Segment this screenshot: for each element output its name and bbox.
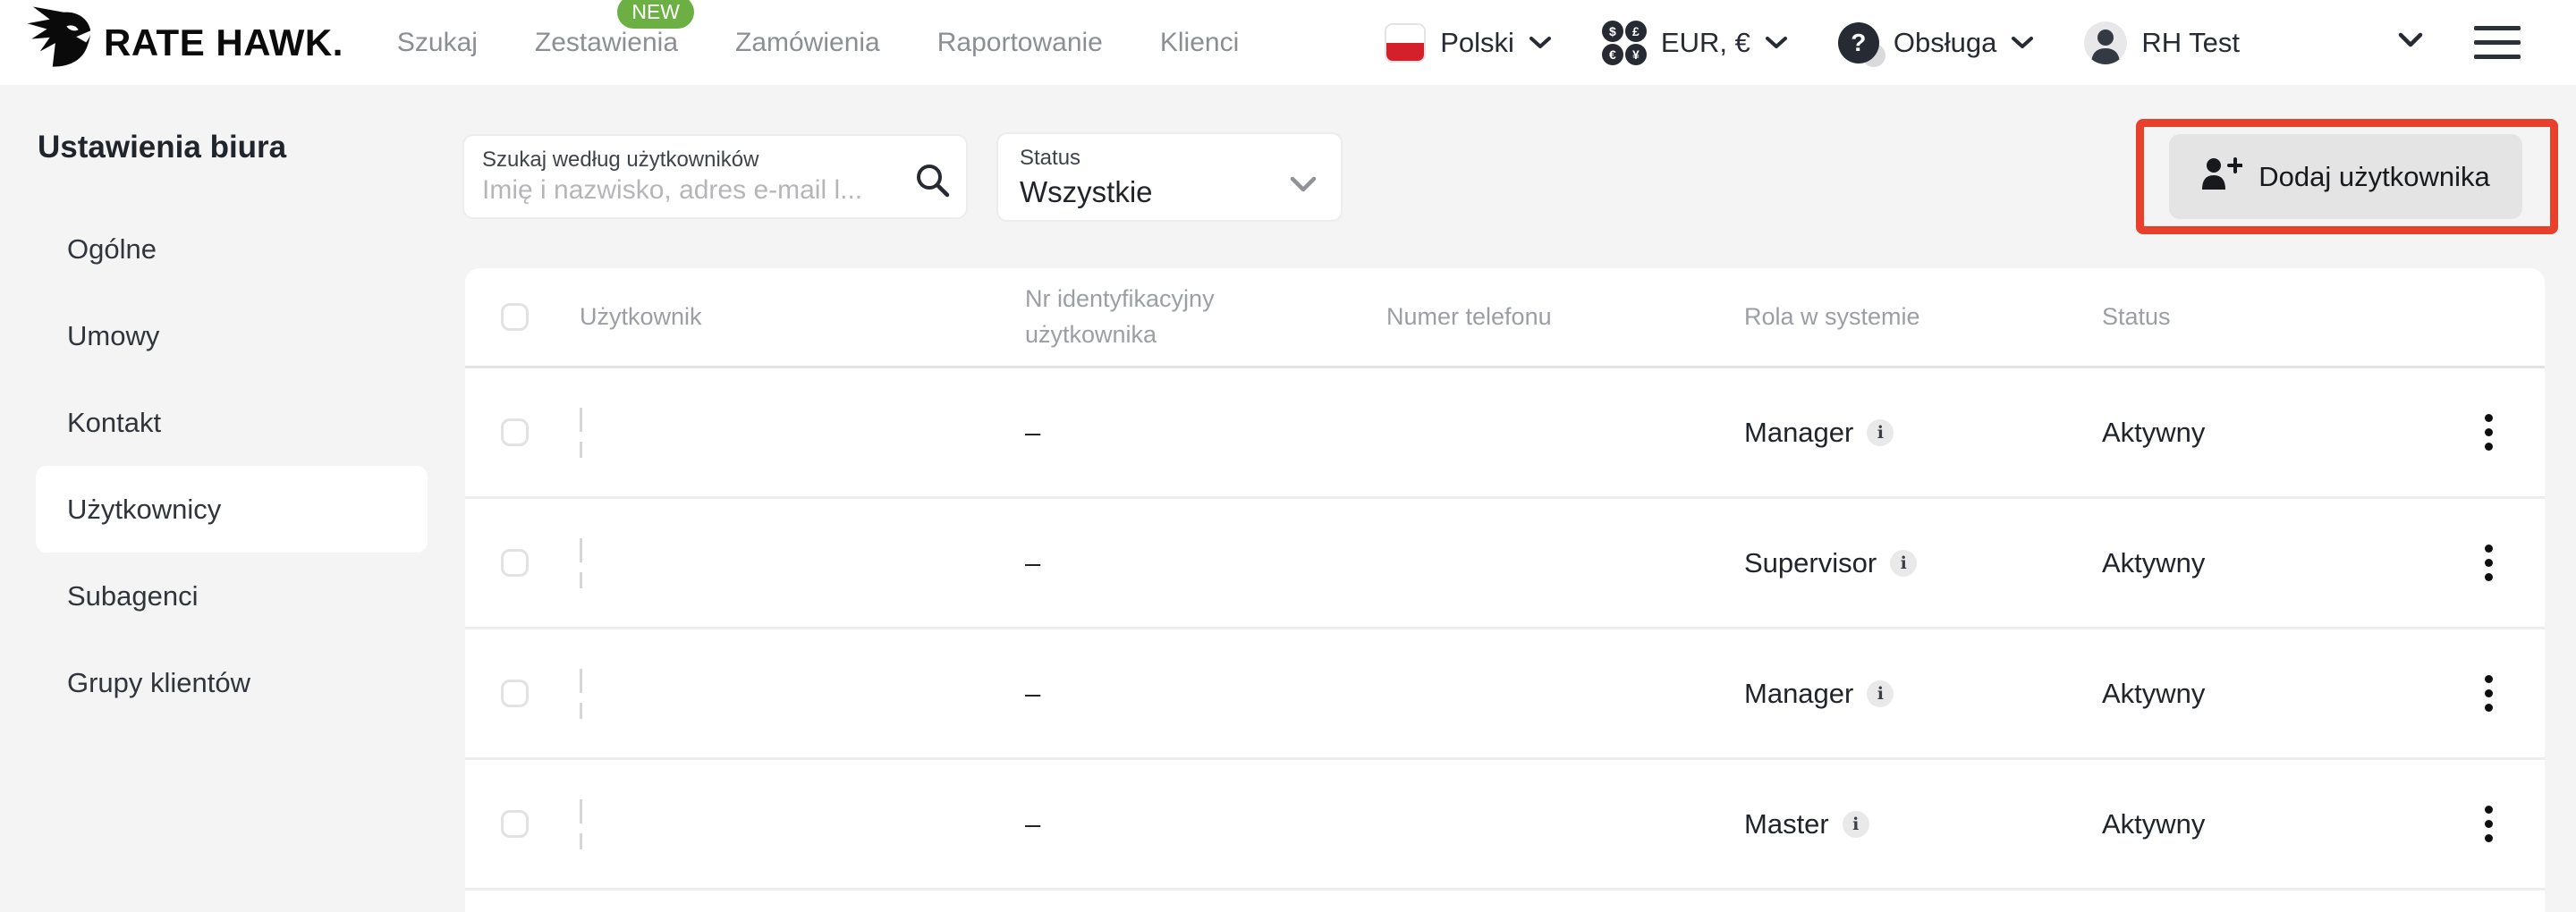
search-label: Szukaj według użytkowników [482, 148, 759, 172]
info-icon[interactable]: i [1867, 680, 1894, 707]
avatar-icon [2084, 21, 2128, 64]
column-header-role: Rola w systemie [1744, 302, 1920, 330]
status-cell: Aktywny [2102, 546, 2206, 578]
nav-right-controls: Polski $ £ € ¥ EUR, € ? Obsługa [1385, 20, 2521, 67]
info-icon[interactable]: i [1842, 810, 1869, 838]
page-title: Ustawienia biura [38, 130, 287, 165]
hawk-logo-icon [23, 5, 93, 80]
user-account[interactable]: RH Test [2084, 21, 2240, 64]
nav-item-raportowanie[interactable]: Raportowanie [936, 27, 1103, 57]
main-nav: Szukaj Zestawienia NEW Zamówienia Raport… [396, 0, 1240, 58]
nav-item-klienci[interactable]: Klienci [1159, 27, 1240, 57]
role-cell: Manager i [1744, 678, 2102, 710]
main-content: Szukaj według użytkowników Status Wszyst… [462, 85, 2576, 912]
column-header-user-id: Nr identyfikacyjny użytkownika [1025, 285, 1215, 348]
role-cell: Manager i [1744, 417, 2102, 449]
sidebar-item-kontakt[interactable]: Kontakt [67, 406, 162, 438]
sidebar-item-subagenci[interactable]: Subagenci [67, 579, 199, 612]
add-user-label: Dodaj użytkownika [2258, 160, 2490, 192]
search-icon[interactable] [914, 162, 952, 204]
status-selected-value: Wszystkie [1020, 175, 1153, 208]
support-label: Obsługa [1893, 26, 1997, 58]
help-icon: ? [1837, 21, 1885, 67]
row-actions-menu[interactable] [2479, 409, 2498, 456]
user-name: RH Test [2141, 26, 2240, 58]
add-user-button[interactable]: Dodaj użytkownika [2169, 134, 2522, 219]
table-row: – Manager i Aktywny [465, 629, 2545, 760]
sidebar-item-ogolne[interactable]: Ogólne [67, 232, 157, 265]
chevron-down-icon [1289, 175, 1318, 198]
currency-label: EUR, € [1660, 26, 1750, 58]
user-id-cell: – [1025, 677, 1041, 709]
user-search-box: Szukaj według użytkowników [462, 134, 968, 219]
hamburger-menu-icon[interactable] [2474, 26, 2521, 59]
redacted-user-name [580, 668, 1025, 719]
user-id-cell: – [1025, 807, 1041, 840]
info-icon[interactable]: i [1890, 549, 1918, 577]
column-header-user: Użytkownik [580, 302, 702, 330]
status-cell: Aktywny [2102, 677, 2206, 709]
redacted-user-name [580, 798, 1025, 849]
users-table: Użytkownik Nr identyfikacyjny użytkownik… [465, 268, 2545, 912]
support-menu[interactable]: ? Obsługa [1837, 21, 2034, 67]
logo-text: RATE HAWK. [104, 21, 343, 63]
chevron-down-icon [2012, 36, 2034, 48]
row-checkbox[interactable] [501, 549, 529, 577]
table-row: – Manager i Aktywny [465, 368, 2545, 499]
table-row: – Supervisor i Aktywny [465, 499, 2545, 629]
select-all-checkbox[interactable] [501, 303, 529, 331]
page-body: Ustawienia biura Ogólne Umowy Kontakt Uż… [0, 85, 2576, 912]
row-actions-menu[interactable] [2479, 539, 2498, 587]
role-cell: Master i [1744, 808, 2102, 840]
sidebar-item-umowy[interactable]: Umowy [67, 319, 160, 351]
row-actions-menu[interactable] [2479, 670, 2498, 717]
annotation-highlight: Dodaj użytkownika [2136, 119, 2558, 234]
sidebar-item-uzytkownicy[interactable]: Użytkownicy [36, 466, 428, 553]
new-badge: NEW [617, 0, 694, 29]
currency-icon: $ £ € ¥ [1601, 20, 1647, 65]
table-row: – Master i Aktywny [465, 760, 2545, 891]
search-input[interactable] [482, 175, 889, 206]
sidebar-item-grupy-klientow[interactable]: Grupy klientów [67, 666, 251, 698]
redacted-user-name [580, 407, 1025, 458]
language-label: Polski [1440, 26, 1514, 58]
account-chevron-icon[interactable] [2397, 32, 2424, 53]
redacted-user-name [580, 537, 1025, 588]
nav-item-szukaj[interactable]: Szukaj [396, 27, 478, 57]
row-actions-menu[interactable] [2479, 800, 2498, 848]
currency-selector[interactable]: $ £ € ¥ EUR, € [1601, 20, 1788, 65]
language-selector[interactable]: Polski [1385, 22, 1552, 63]
chevron-down-icon [1765, 36, 1787, 48]
info-icon[interactable]: i [1867, 418, 1894, 446]
nav-item-zamowienia[interactable]: Zamówienia [735, 27, 880, 57]
user-id-cell: – [1025, 416, 1041, 448]
column-header-status: Status [2102, 302, 2171, 330]
column-header-phone: Numer telefonu [1386, 302, 1552, 330]
role-cell: Supervisor i [1744, 547, 2102, 579]
row-checkbox[interactable] [501, 418, 529, 446]
status-label: Status [1020, 146, 1081, 170]
settings-sidebar: Ustawienia biura Ogólne Umowy Kontakt Uż… [0, 85, 462, 892]
table-header-row: Użytkownik Nr identyfikacyjny użytkownik… [465, 268, 2545, 368]
add-user-icon [2201, 156, 2244, 197]
chevron-down-icon [1529, 36, 1551, 48]
top-nav-bar: RATE HAWK. Szukaj Zestawienia NEW Zamówi… [0, 0, 2576, 85]
status-cell: Aktywny [2102, 416, 2206, 448]
poland-flag-icon [1385, 22, 1427, 63]
row-checkbox[interactable] [501, 810, 529, 838]
ratehawk-logo[interactable]: RATE HAWK. [23, 5, 343, 80]
user-id-cell: – [1025, 546, 1041, 578]
status-filter-dropdown[interactable]: Status Wszystkie [996, 132, 1343, 222]
status-cell: Aktywny [2102, 807, 2206, 840]
nav-item-zestawienia[interactable]: Zestawienia NEW [535, 0, 694, 58]
sidebar-list: Ogólne Umowy Kontakt Użytkownicy Subagen… [0, 206, 462, 726]
row-checkbox[interactable] [501, 680, 529, 707]
